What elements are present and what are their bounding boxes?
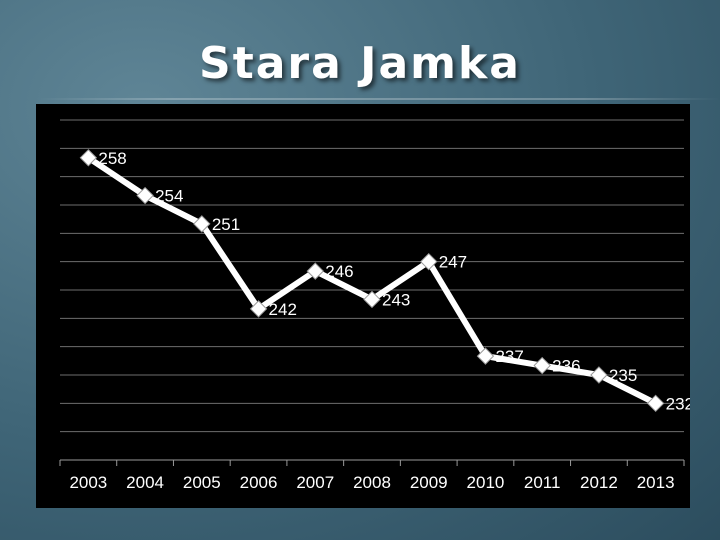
chart-gridlines	[60, 119, 684, 461]
data-point-marker	[420, 252, 438, 271]
chart-series	[79, 149, 665, 413]
x-tick-label: 2009	[410, 473, 448, 492]
chart-data-labels: 258 254 251 242 246 243 247 237 236 235 232	[98, 149, 690, 414]
data-point-marker	[193, 215, 211, 233]
data-label: 254	[155, 187, 183, 206]
data-label: 237	[495, 347, 523, 366]
data-point-marker	[363, 290, 381, 309]
data-label: 242	[269, 300, 297, 319]
x-tick-label: 2007	[296, 473, 334, 492]
x-tick-label: 2006	[240, 473, 278, 492]
data-point-marker	[646, 394, 665, 413]
x-axis-tick-labels: 2003 2004 2005 2006 2007 2008 2009 2010 2011 2012…	[69, 473, 674, 492]
x-tick-label: 2012	[580, 473, 618, 492]
data-label: 243	[382, 290, 410, 309]
data-point-marker	[306, 262, 324, 280]
data-label: 232	[666, 394, 690, 413]
chart-container: 258 254 251 242 246 243 247 237 236 235 232 2003 20…	[36, 104, 690, 508]
slide-title: Stara Jamka	[199, 38, 521, 89]
data-label: 258	[98, 149, 126, 168]
x-tick-label: 2011	[524, 473, 561, 492]
data-point-marker	[533, 356, 551, 375]
data-label: 247	[439, 253, 467, 272]
data-point-marker	[476, 347, 495, 365]
title-divider	[36, 98, 720, 100]
data-point-marker	[249, 300, 268, 318]
data-point-marker	[79, 149, 98, 167]
x-tick-label: 2008	[353, 473, 391, 492]
x-tick-label: 2013	[637, 473, 675, 492]
data-label: 236	[552, 357, 580, 376]
data-point-marker	[590, 366, 608, 384]
x-axis	[59, 459, 685, 466]
x-tick-label: 2004	[126, 473, 164, 492]
x-tick-label: 2010	[467, 473, 505, 492]
data-point-marker	[136, 186, 154, 205]
data-label: 235	[609, 366, 637, 385]
x-tick-label: 2003	[69, 473, 107, 492]
data-label: 251	[212, 215, 240, 234]
data-label: 246	[325, 262, 353, 281]
x-tick-label: 2005	[183, 473, 221, 492]
